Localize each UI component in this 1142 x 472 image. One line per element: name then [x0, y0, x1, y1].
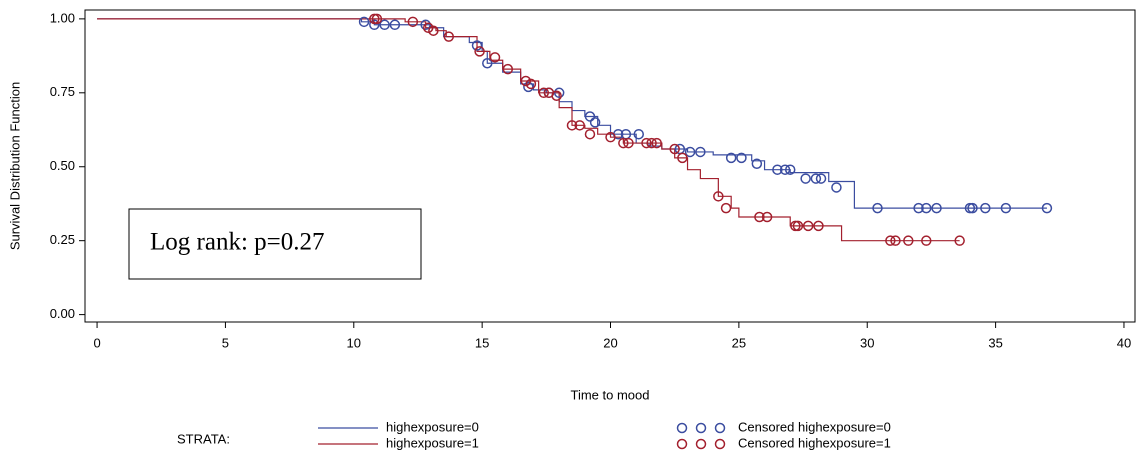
- x-tick-label: 10: [347, 335, 361, 350]
- x-tick-label: 20: [603, 335, 617, 350]
- annotation-box: [128, 208, 422, 280]
- censor-marker: [931, 202, 942, 214]
- legend-marker: [676, 422, 688, 434]
- censor-marker: [566, 120, 578, 131]
- censor-marker: [1041, 202, 1053, 214]
- y-tick-label: 0.75: [50, 84, 75, 99]
- censor-marker: [489, 52, 501, 63]
- legend-marker: [714, 438, 726, 450]
- censor-marker: [502, 63, 514, 75]
- censor-marker: [751, 158, 763, 170]
- censor-marker: [813, 220, 824, 232]
- censor-marker: [520, 75, 532, 87]
- censor-marker: [420, 19, 431, 31]
- censor-marker: [428, 25, 439, 36]
- censor-marker: [471, 40, 483, 51]
- y-tick-label: 0.00: [50, 306, 75, 321]
- censor-marker: [761, 211, 773, 223]
- plot-frame: [84, 9, 1136, 323]
- censor-marker: [379, 19, 390, 31]
- censor-marker: [525, 78, 537, 90]
- censor-marker: [684, 146, 696, 158]
- censor-marker: [646, 137, 657, 149]
- x-tick-label: 35: [988, 335, 1002, 350]
- censor-marker: [695, 146, 706, 158]
- x-axis-label: Time to mood: [571, 387, 650, 402]
- censor-marker: [422, 22, 434, 33]
- survival-line: [97, 18, 960, 242]
- x-tick-label: 0: [93, 335, 100, 350]
- y-tick-label: 0.50: [50, 158, 75, 173]
- legend-label: Censored highexposure=1: [738, 435, 891, 450]
- censor-marker: [713, 191, 724, 202]
- censor-marker: [967, 202, 978, 214]
- censor-marker: [605, 131, 616, 143]
- y-tick-label: 0.25: [50, 232, 75, 247]
- legend-title: STRATA:: [177, 431, 230, 446]
- x-tick-label: 15: [475, 335, 489, 350]
- censor-marker: [802, 220, 814, 232]
- censor-marker: [641, 137, 652, 149]
- censor-marker: [772, 164, 783, 175]
- censor-marker: [407, 16, 419, 28]
- censor-marker: [358, 16, 370, 28]
- censor-marker: [736, 152, 747, 164]
- legend-marker: [695, 438, 707, 450]
- censor-marker: [754, 211, 765, 223]
- legend-marker: [714, 422, 726, 434]
- censor-marker: [810, 173, 822, 184]
- censor-marker: [623, 137, 634, 149]
- censor-marker: [815, 173, 827, 184]
- censor-marker: [913, 202, 924, 214]
- censor-marker: [677, 152, 688, 164]
- censor-marker: [651, 137, 662, 149]
- censor-marker: [903, 235, 914, 246]
- censor-marker: [523, 81, 534, 93]
- y-tick-label: 1.00: [50, 10, 75, 25]
- legend-marker: [695, 422, 707, 434]
- censor-marker: [779, 164, 791, 175]
- censor-marker: [921, 202, 932, 214]
- censor-marker: [784, 164, 796, 175]
- x-tick-label: 5: [222, 335, 229, 350]
- legend-marker: [676, 438, 688, 450]
- censor-marker: [618, 137, 629, 149]
- x-tick-label: 25: [732, 335, 746, 350]
- censor-marker: [792, 220, 804, 232]
- censor-marker: [584, 111, 596, 122]
- censor-marker: [1000, 202, 1012, 214]
- censor-marker: [633, 128, 645, 140]
- censor-marker: [369, 19, 380, 31]
- censor-marker: [589, 117, 601, 128]
- censor-marker: [371, 13, 383, 25]
- censor-marker: [584, 128, 596, 140]
- legend-label: highexposure=0: [386, 419, 479, 434]
- censor-marker: [800, 173, 811, 184]
- y-axis-label: Survival Distribution Function: [7, 82, 22, 250]
- censor-marker: [482, 57, 493, 69]
- censor-marker: [725, 152, 737, 164]
- annotation: Log rank: p=0.27: [150, 229, 325, 256]
- censor-marker: [443, 31, 455, 42]
- censor-marker: [980, 202, 991, 214]
- censor-marker: [551, 90, 562, 102]
- legend-label: Censored highexposure=0: [738, 419, 891, 434]
- x-tick-label: 30: [860, 335, 874, 350]
- censor-marker: [474, 46, 485, 57]
- censor-marker: [885, 235, 896, 246]
- censor-marker: [553, 87, 565, 99]
- censor-marker: [954, 235, 965, 246]
- censor-marker: [872, 202, 883, 214]
- censor-marker: [574, 120, 585, 131]
- censor-marker: [831, 182, 842, 193]
- legend-label: highexposure=1: [386, 435, 479, 450]
- censor-marker: [389, 19, 401, 31]
- censor-marker: [921, 235, 932, 246]
- censor-marker: [720, 202, 732, 214]
- censor-marker: [669, 143, 680, 155]
- x-tick-label: 40: [1117, 335, 1131, 350]
- censor-marker: [890, 235, 901, 246]
- censor-marker: [538, 87, 550, 99]
